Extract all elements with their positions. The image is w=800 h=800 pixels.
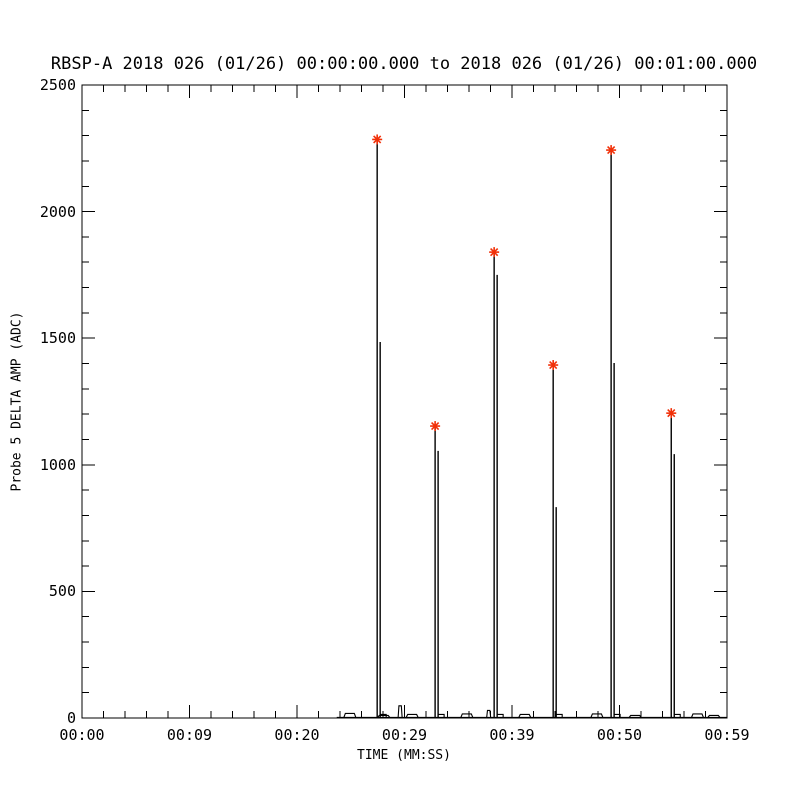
spike-base-step	[614, 713, 621, 718]
baseline-bump	[707, 714, 721, 718]
peak-marker-asterisk	[607, 145, 616, 155]
baseline-bump	[405, 713, 419, 718]
x-tick-label: 00:39	[489, 726, 535, 744]
baseline-bump	[690, 713, 704, 718]
peak-marker-asterisk	[373, 135, 382, 144]
y-tick-label: 1000	[39, 455, 76, 474]
baseline-bump	[460, 713, 474, 718]
y-tick-label: 2000	[39, 202, 76, 221]
spike-base-step	[438, 713, 445, 718]
x-tick-label: 00:20	[274, 726, 320, 744]
x-tick-label: 00:50	[596, 726, 643, 744]
spike-base-step	[497, 713, 504, 718]
x-tick-label: 00:29	[381, 726, 428, 744]
plot-box	[81, 84, 728, 719]
baseline-bump	[397, 705, 403, 718]
x-tick-label: 00:09	[166, 726, 213, 744]
baseline-bump	[486, 709, 492, 718]
baseline-bump	[628, 714, 642, 718]
spike-base-step	[674, 713, 681, 718]
y-tick-label: 2500	[39, 76, 76, 94]
peak-marker-asterisk	[431, 421, 440, 431]
x-axis-title: TIME (MM:SS)	[357, 748, 451, 763]
x-tick-label: 00:00	[59, 726, 105, 744]
y-tick-label: 0	[66, 709, 76, 727]
x-tick-label: 00:59	[704, 726, 750, 744]
chart-title: RBSP-A 2018 026 (01/26) 00:00:00.000 to …	[50, 54, 758, 74]
baseline-bump	[590, 713, 604, 718]
y-tick-label: 500	[48, 582, 76, 601]
peak-marker-asterisk	[549, 360, 558, 370]
peak-marker-asterisk	[490, 248, 499, 257]
baseline-bump	[518, 713, 532, 718]
peak-marker-asterisk	[667, 409, 676, 418]
y-tick-label: 1500	[39, 329, 76, 348]
spike-base-step	[556, 713, 563, 718]
baseline-bump	[343, 712, 357, 718]
spike-base-step	[380, 713, 387, 718]
baseline-bump	[377, 714, 391, 718]
